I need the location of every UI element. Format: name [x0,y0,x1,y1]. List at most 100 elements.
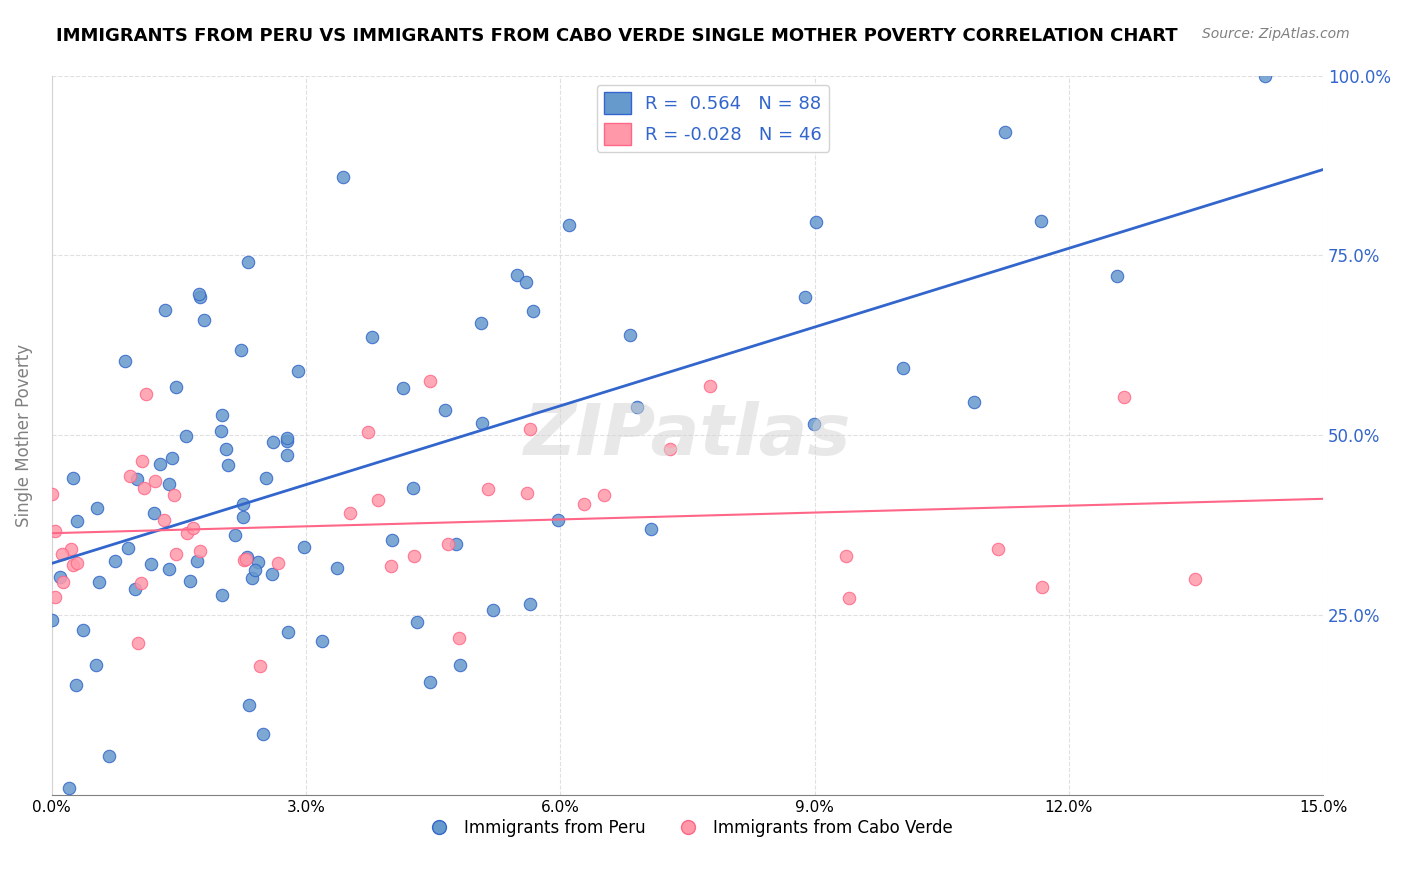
Point [392,381,415,395]
Point [66,557,89,571]
Point [482,602,505,616]
Point [640,522,662,536]
Point [276,431,298,445]
Point [1105,268,1128,283]
Point [211,588,233,602]
Point [470,316,492,330]
Point [277,625,299,640]
Point [963,395,986,409]
Point [104,554,127,568]
Point [838,591,860,606]
Point [515,275,537,289]
Point [519,597,541,611]
Point [117,541,139,555]
Point [402,549,425,563]
Point [699,379,721,393]
Point [139,557,162,571]
Point [224,528,246,542]
Point [547,513,569,527]
Point [41,613,63,627]
Point [86,657,108,672]
Point [236,549,259,564]
Point [114,354,136,368]
Point [187,286,209,301]
Text: ZIPatlas: ZIPatlas [524,401,851,469]
Point [236,255,259,269]
Point [186,553,208,567]
Point [157,476,180,491]
Point [209,424,232,438]
Point [516,485,538,500]
Point [131,454,153,468]
Point [153,513,176,527]
Point [804,215,827,229]
Point [626,401,648,415]
Point [49,570,72,584]
Point [238,698,260,713]
Point [593,488,616,502]
Text: IMMIGRANTS FROM PERU VS IMMIGRANTS FROM CABO VERDE SINGLE MOTHER POVERTY CORRELA: IMMIGRANTS FROM PERU VS IMMIGRANTS FROM … [56,27,1178,45]
Point [803,417,825,431]
Point [41,487,63,501]
Point [232,497,254,511]
Point [1031,581,1053,595]
Point [267,556,290,570]
Text: Source: ZipAtlas.com: Source: ZipAtlas.com [1202,27,1350,41]
Point [166,547,188,561]
Point [471,416,494,430]
Point [381,533,404,548]
Point [215,442,238,456]
Point [87,574,110,589]
Point [188,543,211,558]
Point [135,387,157,401]
Point [235,552,257,566]
Point [339,506,361,520]
Point [157,562,180,576]
Point [124,582,146,596]
Y-axis label: Single Mother Poverty: Single Mother Poverty [15,343,32,526]
Point [181,520,204,534]
Point [98,749,121,764]
Point [65,678,87,692]
Point [58,780,80,795]
Point [449,657,471,672]
Point [62,558,84,572]
Point [72,623,94,637]
Point [367,493,389,508]
Point [163,488,186,502]
Point [574,497,596,511]
Point [59,542,82,557]
Point [793,290,815,304]
Point [66,514,89,528]
Point [260,567,283,582]
Point [179,574,201,589]
Point [1114,391,1136,405]
Point [52,574,75,589]
Point [891,361,914,376]
Point [444,537,467,551]
Point [44,590,66,604]
Legend: Immigrants from Peru, Immigrants from Cabo Verde: Immigrants from Peru, Immigrants from Ca… [416,813,959,844]
Point [619,327,641,342]
Point [506,268,529,282]
Point [380,559,402,574]
Point [44,524,66,538]
Point [294,541,316,555]
Point [51,547,73,561]
Point [243,563,266,577]
Point [519,422,541,436]
Point [332,170,354,185]
Point [247,555,270,569]
Point [188,290,211,304]
Point [249,659,271,673]
Point [287,364,309,378]
Point [155,302,177,317]
Point [1029,214,1052,228]
Point [134,481,156,495]
Point [402,481,425,495]
Point [659,442,682,456]
Point [419,675,441,690]
Point [143,474,166,488]
Point [86,501,108,516]
Point [994,125,1017,139]
